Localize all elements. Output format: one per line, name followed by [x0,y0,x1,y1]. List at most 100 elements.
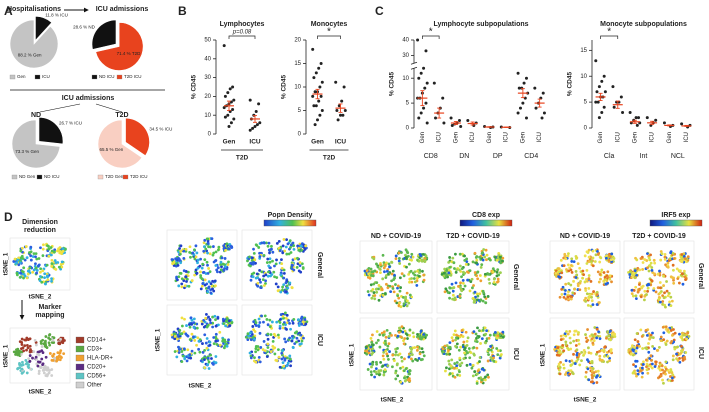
tsne-cell [400,272,404,276]
tsne-cell [653,347,656,351]
tsne-cell [40,280,44,284]
tsne-cell [680,344,683,348]
tsne-cell [440,273,444,276]
tsne-cell [40,357,44,361]
tsne-cell [408,328,412,332]
tsne-cell [180,316,184,320]
legend-swatch [9,74,16,80]
tsne-plot [359,317,433,391]
tsne-cell [398,276,402,280]
tsne-cell [26,272,30,276]
tsne-cell [673,257,676,260]
tsne-cell [472,330,476,334]
tsne-cell [647,342,650,345]
significance-bracket [600,35,619,39]
tsne-cell [654,363,658,366]
tsne-cell [395,301,399,305]
tsne-cell [687,334,691,338]
tsne-cell [664,343,668,346]
y-axis-label: % CD45 [191,75,198,100]
colorbar [649,219,703,227]
tsne-cell [560,287,564,291]
tsne-cell [180,277,184,281]
tsne-cell [272,270,276,274]
legend-swatch [97,174,104,180]
tsne-cell [286,242,290,246]
tsne-cell [563,332,567,336]
tsne-cell [671,252,675,255]
tsne-cell [211,245,215,248]
tsne-cell [22,276,25,280]
tsne-cell [598,273,602,276]
y-axis-label: % CD45 [281,75,288,100]
tsne-cell [416,269,419,273]
tsne-cell [649,261,653,265]
legend-label: CD20+ [87,365,106,371]
tsne-cell [567,282,570,285]
y-tick-label: 50 [204,38,211,44]
tsne-cell [391,269,395,273]
tsne-cell [26,346,30,350]
tsne-cell [587,260,591,264]
tsne-cell [197,347,200,351]
axis-label: tSNE_1 [540,343,547,366]
x-tick-label: ICU [437,132,443,142]
tsne-cell [261,348,265,351]
row-label: General [512,264,519,290]
tsne-cell [59,337,62,341]
tsne-cell [381,354,385,358]
tsne-cell [264,279,268,283]
tsne-cell [297,269,301,273]
tsne-cell [255,272,259,276]
data-point [231,85,235,89]
tsne-cell [180,350,184,353]
tsne-cell [612,257,616,260]
tsne-cell [495,274,499,278]
tsne-cell [591,380,594,384]
tsne-cell [21,270,25,274]
tsne-cell [564,359,568,363]
tsne-cell [295,336,299,340]
tsne-cell [388,350,391,353]
tsne-cell [448,341,452,345]
tsne-cell [213,314,217,318]
tsne-cell [264,241,268,245]
tsne-cell [466,278,469,282]
tsne-cell [640,285,644,289]
column-label: T2D + COVID-19 [632,233,686,240]
tsne-cell [262,340,266,343]
tsne-cell [671,333,674,337]
tsne-cell [643,294,647,298]
tsne-cell [501,256,505,260]
tsne-cell [405,299,409,303]
tsne-cell [665,280,668,283]
tsne-cell [484,375,487,379]
tsne-cell [458,374,462,377]
tsne-cell [384,292,387,296]
tsne-cell [385,269,389,273]
tsne-cell [484,248,488,252]
tsne-cell [406,337,409,340]
tsne-cell [217,248,220,252]
tsne-cell [596,253,600,256]
data-point [680,122,684,126]
tsne-cell [194,268,198,272]
tsne-cell [203,333,207,337]
tsne-cell [177,256,180,260]
tsne-cell [393,299,397,303]
tsne-cell [631,294,635,298]
tsne-cell [662,274,665,278]
tsne-cell [253,330,257,333]
tsne-cell [396,294,400,297]
tsne-cell [662,338,666,342]
tsne-cell [486,359,490,363]
tsne-cell [258,321,262,324]
tsne-cell [419,358,423,362]
tsne-cell [255,244,259,247]
data-point [336,118,340,122]
tsne-cell [254,347,258,351]
x-axis-label: T2D [323,155,336,162]
tsne-cell [20,371,24,375]
tsne-cell [253,337,256,341]
tsne-cell [262,320,265,324]
